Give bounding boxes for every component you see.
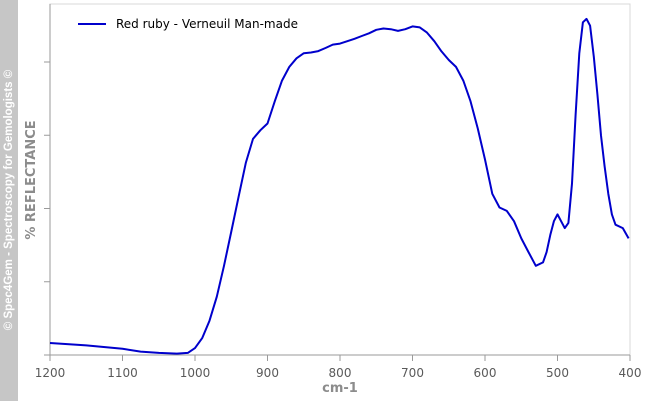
series-layer [49, 17, 630, 355]
x-tick-label: 400 [619, 366, 642, 380]
x-tick-label: 800 [329, 366, 352, 380]
y-axis-title: % REFLECTANCE [24, 120, 39, 239]
x-axis-ticks: 1200 1100 1000 900 800 700 600 500 400 [35, 355, 642, 380]
x-tick-label: 1000 [180, 366, 211, 380]
x-tick-label: 700 [401, 366, 424, 380]
x-tick-label: 1100 [107, 366, 138, 380]
series-line [49, 17, 630, 355]
x-axis-title: cm-1 [322, 381, 358, 396]
legend-label: Red ruby - Verneuil Man-made [116, 17, 298, 31]
plot-border [49, 3, 631, 356]
x-tick-label: 500 [546, 366, 569, 380]
x-tick-label: 600 [474, 366, 497, 380]
y-axis-ticks [44, 61, 50, 356]
x-tick-label: 900 [256, 366, 279, 380]
plot-frame [49, 3, 631, 356]
x-tick-label: 1200 [35, 366, 66, 380]
watermark-bar: © Spec4Gem - Spectroscopy for Gemologist… [0, 0, 18, 401]
legend: Red ruby - Verneuil Man-made [78, 17, 298, 31]
